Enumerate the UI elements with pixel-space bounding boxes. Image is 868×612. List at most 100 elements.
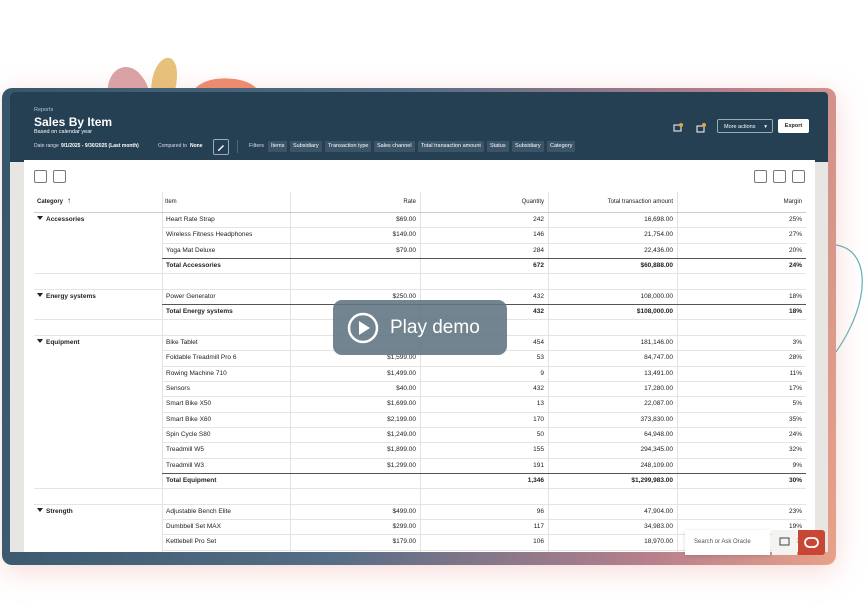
breadcrumb[interactable]: Reports	[34, 107, 54, 113]
column-header[interactable]: Total transaction amount	[607, 199, 673, 205]
total-cell: 1,346	[527, 476, 544, 484]
column-divider	[548, 192, 549, 552]
table-cell: $1,699.00	[387, 400, 416, 408]
table-cell: Dumbbell Set MAX	[166, 523, 221, 530]
table-cell: 64,948.00	[644, 430, 673, 438]
play-demo-button[interactable]: Play demo	[333, 300, 507, 355]
table-cell: 155	[533, 446, 544, 454]
toolbar-button[interactable]	[754, 170, 767, 183]
table-cell: 5%	[792, 400, 802, 408]
column-header[interactable]: Item	[165, 199, 177, 205]
table-cell: Sensors	[166, 384, 190, 392]
more-actions-button[interactable]: More actions ▾	[717, 119, 773, 133]
pencil-icon	[218, 145, 224, 151]
column-header[interactable]: Rate	[403, 199, 416, 205]
row-line	[162, 457, 806, 459]
filter-chip[interactable]: Subsidiary	[512, 141, 544, 152]
compared-label: Compared to	[158, 143, 187, 149]
table-cell: 96	[536, 507, 544, 515]
filter-chip[interactable]: Sales channel	[374, 141, 415, 152]
table-cell: $69.00	[396, 216, 416, 223]
table-cell: 170	[533, 415, 544, 423]
edit-button[interactable]	[213, 139, 229, 155]
total-cell: 30%	[788, 476, 802, 484]
category-label[interactable]: Accessories	[46, 216, 85, 223]
toolbar-button[interactable]	[792, 170, 805, 183]
table-cell: 20%	[788, 246, 802, 254]
table-cell: 53	[536, 354, 544, 362]
table-cell: $1,899.00	[387, 446, 416, 454]
page-title: Sales By Item	[34, 115, 113, 129]
row-line	[162, 380, 806, 382]
total-cell: $1,299,983.00	[631, 476, 673, 484]
button-label: More actions	[724, 124, 756, 130]
column-header[interactable]: Margin	[783, 199, 802, 205]
table-cell: 248,109.00	[640, 461, 673, 469]
toolbar-button[interactable]	[34, 170, 47, 183]
row-line	[162, 258, 806, 260]
filter-chip[interactable]: Subsidiary	[290, 141, 322, 152]
row-line	[162, 534, 806, 536]
table-cell: $2,199.00	[387, 415, 416, 423]
filter-chip[interactable]: Items	[268, 141, 288, 152]
toolbar-button[interactable]	[53, 170, 66, 183]
table-cell: 191	[533, 461, 544, 469]
category-label[interactable]: Equipment	[46, 338, 80, 346]
play-icon	[347, 312, 379, 344]
category-label[interactable]: Energy systems	[46, 292, 96, 300]
table-cell: 106	[533, 538, 544, 546]
table-cell: Smart Bike X50	[166, 400, 212, 408]
table-cell: $299.00	[392, 523, 417, 530]
table-cell: 146	[533, 231, 544, 239]
table-cell: 25%	[788, 216, 802, 223]
table-cell: 32%	[788, 446, 802, 454]
table-cell: Treadmill W3	[166, 461, 205, 469]
row-line	[34, 273, 806, 275]
row-line	[162, 472, 806, 475]
table-cell: Kettlebell Pro Set	[166, 538, 217, 546]
filter-chip[interactable]: Total transaction amount	[418, 141, 484, 152]
filter-chip[interactable]: Category	[547, 141, 576, 152]
notification-icon[interactable]	[673, 120, 683, 132]
column-divider	[290, 192, 291, 552]
table-cell: 24%	[788, 430, 802, 438]
total-cell: Total Energy systems	[166, 308, 233, 316]
expand-caret	[37, 216, 43, 220]
row-line	[162, 411, 806, 413]
filter-chip[interactable]: Transaction type	[325, 141, 372, 152]
column-header[interactable]: Quantity	[521, 199, 544, 205]
table-cell: $1,249.00	[387, 430, 416, 438]
row-line	[34, 503, 806, 505]
column-divider	[162, 192, 163, 552]
filter-chip[interactable]: Status	[487, 141, 509, 152]
filters-label: Filters	[249, 143, 264, 149]
row-line	[34, 288, 806, 290]
table-cell: 34,983.00	[644, 523, 673, 530]
tasks-icon[interactable]	[696, 120, 706, 133]
table-cell: Spin Cycle S80	[166, 430, 211, 438]
total-cell: 24%	[788, 262, 802, 270]
divider	[237, 140, 238, 153]
table-cell: 84,747.00	[644, 354, 673, 362]
table-cell: 181,146.00	[640, 338, 673, 346]
oracle-button[interactable]	[798, 530, 825, 555]
table-cell: 13	[536, 400, 544, 408]
category-label[interactable]: Strength	[46, 507, 73, 515]
table-cell: $250.00	[392, 292, 417, 300]
compared-value[interactable]: None	[190, 143, 203, 149]
toolbar-button[interactable]	[773, 170, 786, 183]
table-cell: 13,491.00	[644, 369, 673, 377]
expand-caret	[37, 507, 43, 512]
table-cell: Bike Tablet	[166, 338, 198, 346]
table-cell: 242	[533, 216, 544, 223]
total-cell: $108,000.00	[636, 308, 673, 316]
export-button[interactable]: Export	[778, 119, 809, 133]
table-cell: $499.00	[392, 507, 417, 515]
table-cell: $1,599.00	[387, 354, 416, 362]
table-cell: $1,499.00	[387, 369, 416, 377]
column-header[interactable]: Category	[37, 199, 64, 205]
date-range[interactable]: 9/1/2025 - 9/30/2025 (Last month)	[61, 143, 139, 149]
chat-button[interactable]	[772, 530, 797, 555]
search-box[interactable]: Search or Ask Oracle	[685, 530, 770, 555]
